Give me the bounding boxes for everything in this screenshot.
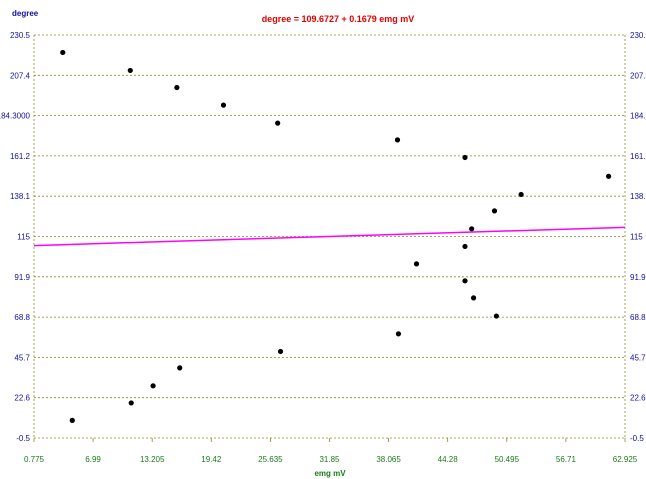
y-left-tick-label: 138.1 bbox=[10, 192, 31, 201]
data-point bbox=[394, 137, 401, 143]
x-tick-label: 44.28 bbox=[438, 455, 459, 464]
data-point bbox=[275, 120, 281, 126]
x-tick-label: 6.99 bbox=[85, 455, 101, 464]
x-axis-title: emg mV bbox=[314, 469, 346, 478]
y-right-tick-label: 45.7 bbox=[630, 353, 646, 362]
data-point bbox=[470, 295, 477, 301]
data-point bbox=[462, 154, 468, 161]
data-points bbox=[60, 49, 612, 423]
data-point bbox=[174, 84, 180, 91]
x-tick-label: 56.71 bbox=[556, 455, 577, 464]
y-axis-title: degree bbox=[12, 9, 39, 18]
x-tick-label: 13.205 bbox=[140, 455, 165, 464]
y-right-tick-label: 230.5 bbox=[630, 31, 646, 40]
data-point bbox=[605, 173, 612, 179]
y-right-tick-label: 138.1 bbox=[630, 192, 646, 201]
data-point bbox=[518, 191, 524, 198]
data-point bbox=[395, 331, 402, 337]
data-point bbox=[491, 208, 498, 214]
grid-lines bbox=[33, 34, 626, 442]
x-tick-label: 38.065 bbox=[376, 455, 401, 464]
data-point bbox=[462, 278, 468, 284]
y-left-tick-label: 207.4 bbox=[10, 71, 31, 80]
data-point bbox=[69, 417, 75, 423]
y-left-tick-label: 91.9 bbox=[14, 273, 30, 282]
x-tick-label: 0.775 bbox=[24, 455, 45, 464]
data-point bbox=[462, 243, 468, 250]
y-right-tick-label: 161.2 bbox=[630, 152, 646, 161]
data-point bbox=[220, 102, 227, 108]
x-tick-label: 50.495 bbox=[495, 455, 520, 464]
x-tick-label: 25.635 bbox=[258, 455, 283, 464]
x-tick-label: 31.85 bbox=[319, 455, 340, 464]
data-point bbox=[177, 365, 183, 371]
data-point bbox=[277, 348, 284, 355]
x-tick-label: 62.925 bbox=[613, 455, 638, 464]
data-point bbox=[60, 49, 66, 56]
y-right-tick-label: 207.4 bbox=[630, 71, 646, 80]
y-axis-left-tick-labels: -0.5 22.6 45.7 68.8 91.9 115 138.1 161.2 184.300… bbox=[0, 31, 31, 443]
y-right-tick-label: -0.5 bbox=[630, 434, 644, 443]
y-right-tick-label: 184.3000 bbox=[630, 112, 646, 121]
data-point bbox=[150, 383, 156, 389]
y-right-tick-label: 91.9 bbox=[630, 273, 646, 282]
y-right-tick-label: 115 bbox=[630, 233, 643, 242]
regression-line-layer bbox=[33, 226, 626, 247]
y-left-tick-label: 68.8 bbox=[14, 313, 30, 322]
data-point bbox=[128, 400, 134, 406]
y-left-tick-label: 22.6 bbox=[14, 394, 30, 403]
x-tick-label: 19.42 bbox=[201, 455, 222, 464]
y-left-tick-label: -0.5 bbox=[16, 434, 30, 443]
data-point bbox=[127, 67, 133, 74]
y-left-tick-label: 115 bbox=[17, 233, 30, 242]
y-left-tick-label: 184.3000 bbox=[0, 112, 31, 121]
y-right-tick-label: 68.8 bbox=[630, 313, 646, 322]
y-left-tick-label: 45.7 bbox=[14, 353, 30, 362]
y-left-tick-label: 161.2 bbox=[10, 152, 31, 161]
data-point bbox=[413, 261, 420, 267]
y-right-tick-label: 22.6 bbox=[630, 394, 646, 403]
data-point bbox=[469, 226, 475, 232]
regression-line bbox=[33, 226, 626, 247]
data-point bbox=[493, 313, 499, 319]
chart-title: degree = 109.6727 + 0.1679 emg mV bbox=[262, 14, 415, 24]
x-axis-tick-labels: 0.775 6.99 13.205 19.42 25.635 31.85 38.065 44.… bbox=[24, 455, 638, 464]
y-axis-right-tick-labels: -0.5 22.6 45.7 68.8 91.9 115 138.1 161.2 184.300… bbox=[630, 31, 646, 443]
y-left-tick-label: 230.5 bbox=[10, 31, 31, 40]
